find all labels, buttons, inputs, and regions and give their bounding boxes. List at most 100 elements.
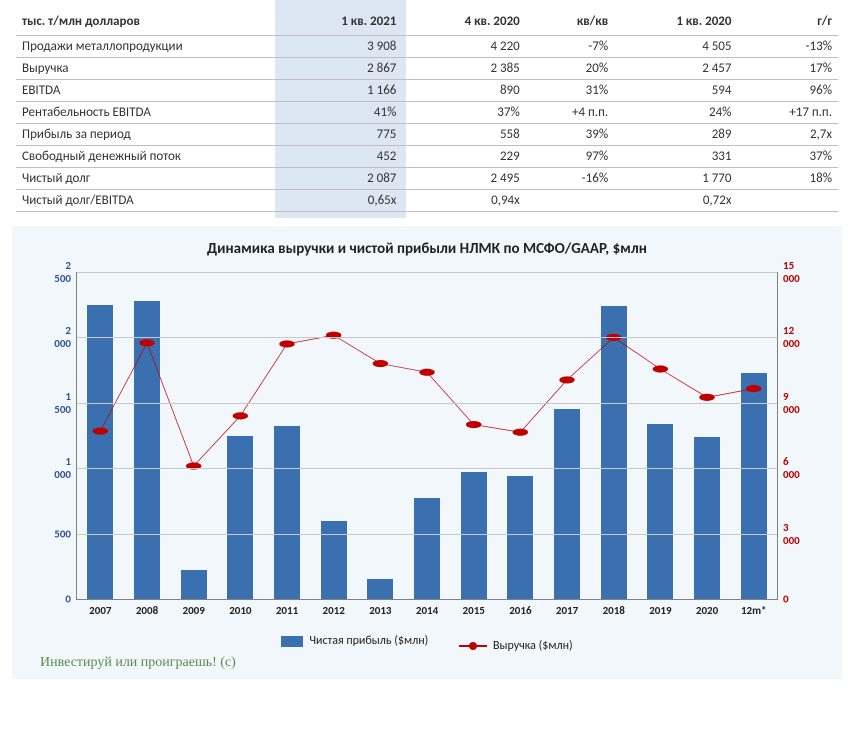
table-cell: 229 <box>402 146 525 168</box>
x-category: 12m* <box>730 599 777 617</box>
row-label: Свободный денежный поток <box>16 146 279 168</box>
legend-item-bars: Чистая прибыль ($млн) <box>281 634 428 648</box>
table-cell: -7% <box>526 36 614 58</box>
table-cell: 452 <box>279 146 402 168</box>
legend-swatch-bar <box>281 636 303 647</box>
gridline <box>77 534 777 535</box>
x-category: 2020 <box>684 599 731 617</box>
table-cell: 2 385 <box>402 58 525 80</box>
row-label: Выручка <box>16 58 279 80</box>
table-cell: 4 220 <box>402 36 525 58</box>
table-cell: 31% <box>526 80 614 102</box>
table-row: Рентабельность EBITDA41%37%+4 п.п.24%+17… <box>16 102 838 124</box>
legend-item-line: Выручка ($млн) <box>459 639 573 653</box>
y-tick-right: 6 000 <box>777 455 800 481</box>
gridline <box>77 337 777 338</box>
line-marker <box>373 360 388 367</box>
x-category: 2018 <box>590 599 637 617</box>
footer-note: Инвестируй или проиграешь! (с) <box>30 653 824 671</box>
x-category: 2019 <box>637 599 684 617</box>
y-tick-left: 2 500 <box>54 259 77 285</box>
table-cell: 37% <box>737 146 838 168</box>
line-series <box>100 335 753 466</box>
table-cell: +17 п.п. <box>737 102 838 124</box>
line-marker <box>279 340 294 347</box>
table-cell: 890 <box>402 80 525 102</box>
x-category: 2009 <box>170 599 217 617</box>
x-category: 2017 <box>544 599 591 617</box>
table-cell: 2,7х <box>737 124 838 146</box>
table-cell: 0,94х <box>402 190 525 212</box>
table-cell: 2 495 <box>402 168 525 190</box>
table-cell: 594 <box>614 80 737 102</box>
column-header: кв/кв <box>526 8 614 36</box>
table-cell <box>526 190 614 212</box>
table-row: Продажи металлопродукции3 9084 220-7%4 5… <box>16 36 838 58</box>
chart-card: Динамика выручки и чистой прибыли НЛМК п… <box>12 226 842 679</box>
x-category: 2008 <box>124 599 171 617</box>
row-label: Чистый долг/EBITDA <box>16 190 279 212</box>
y-tick-left: 2 000 <box>54 324 77 350</box>
table-cell: 24% <box>614 102 737 124</box>
line-marker <box>233 412 248 419</box>
table-cell: 4 505 <box>614 36 737 58</box>
table-cell: -13% <box>737 36 838 58</box>
table-row: Свободный денежный поток45222997%33137% <box>16 146 838 168</box>
row-label: EBITDA <box>16 80 279 102</box>
column-header: г/г <box>737 8 838 36</box>
y-tick-left: 0 <box>65 593 77 606</box>
table-cell: 20% <box>526 58 614 80</box>
table-cell: 96% <box>737 80 838 102</box>
table-cell: +4 п.п. <box>526 102 614 124</box>
financial-table-wrap: тыс. т/млн долларов 1 кв. 20214 кв. 2020… <box>0 0 854 218</box>
table-cell: 331 <box>614 146 737 168</box>
line-marker <box>93 428 108 435</box>
table-cell: 97% <box>526 146 614 168</box>
table-cell <box>737 190 838 212</box>
row-label: Рентабельность EBITDA <box>16 102 279 124</box>
x-category: 2010 <box>217 599 264 617</box>
table-cell: 39% <box>526 124 614 146</box>
table-cell: 775 <box>279 124 402 146</box>
x-category: 2013 <box>357 599 404 617</box>
table-cell: 2 087 <box>279 168 402 190</box>
table-row: Прибыль за период77555839%2892,7х <box>16 124 838 146</box>
table-cell: 17% <box>737 58 838 80</box>
chart-title: Динамика выручки и чистой прибыли НЛМК п… <box>30 240 824 258</box>
table-cell: 2 867 <box>279 58 402 80</box>
table-cell: 2 457 <box>614 58 737 80</box>
y-tick-right: 12 000 <box>777 324 800 350</box>
column-header: 1 кв. 2021 <box>279 8 402 36</box>
chart-legend: Чистая прибыль ($млн) Выручка ($млн) <box>30 628 824 653</box>
chart-area: 2007200820092010201120122013201420152016… <box>30 268 824 628</box>
x-category: 2016 <box>497 599 544 617</box>
x-category: 2014 <box>404 599 451 617</box>
line-marker <box>466 421 481 428</box>
table-row: Чистый долг2 0872 495-16%1 77018% <box>16 168 838 190</box>
table-cell: -16% <box>526 168 614 190</box>
y-tick-right: 15 000 <box>777 259 800 285</box>
row-label: Чистый долг <box>16 168 279 190</box>
table-cell: 289 <box>614 124 737 146</box>
legend-label-line: Выручка ($млн) <box>493 639 573 653</box>
table-cell: 558 <box>402 124 525 146</box>
legend-label-bars: Чистая прибыль ($млн) <box>309 634 428 648</box>
row-label: Прибыль за период <box>16 124 279 146</box>
table-row: Выручка2 8672 38520%2 45717% <box>16 58 838 80</box>
financial-table: тыс. т/млн долларов 1 кв. 20214 кв. 2020… <box>16 8 838 212</box>
table-cell: 18% <box>737 168 838 190</box>
column-header: 1 кв. 2020 <box>614 8 737 36</box>
y-tick-right: 3 000 <box>777 521 800 547</box>
y-tick-left: 500 <box>54 527 77 540</box>
table-cell: 1 770 <box>614 168 737 190</box>
table-corner-label: тыс. т/млн долларов <box>16 8 279 36</box>
table-cell: 3 908 <box>279 36 402 58</box>
line-marker <box>653 365 668 372</box>
gridline <box>77 272 777 273</box>
x-category: 2012 <box>310 599 357 617</box>
table-cell: 0,65x <box>279 190 402 212</box>
y-tick-right: 9 000 <box>777 390 800 416</box>
x-category: 2015 <box>450 599 497 617</box>
y-tick-right: 0 <box>777 593 789 606</box>
gridline <box>77 468 777 469</box>
